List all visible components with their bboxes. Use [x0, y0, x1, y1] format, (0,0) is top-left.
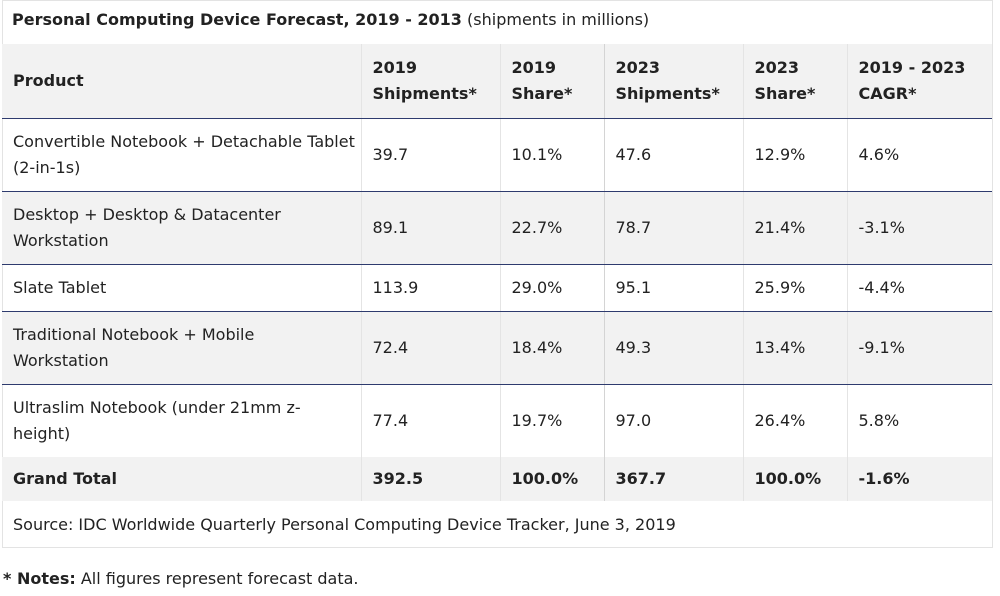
total-2019-share: 100.0%: [500, 457, 605, 501]
table-row: Desktop + Desktop & Datacenter Workstatio…: [2, 191, 992, 265]
cell-2023-shipments: 95.1: [604, 264, 744, 312]
header-2019-share: 2019 Share*: [500, 44, 605, 119]
header-cagr: 2019 - 2023 CAGR*: [847, 44, 992, 119]
cell-product: Ultraslim Notebook (under 21mm z-height): [2, 384, 362, 457]
cell-2019-shipments: 77.4: [361, 384, 501, 457]
cell-cagr: -3.1%: [847, 191, 992, 265]
cell-2019-share: 18.4%: [500, 311, 605, 385]
cell-2019-shipments: 39.7: [361, 118, 501, 192]
table-caption: Personal Computing Device Forecast, 2019…: [12, 9, 649, 31]
cell-2023-shipments: 78.7: [604, 191, 744, 265]
table-row: Slate Tablet 113.9 29.0% 95.1 25.9% -4.4…: [2, 264, 992, 312]
header-row: Product 2019 Shipments* 2019 Share* 2023 Sh…: [2, 44, 992, 119]
cell-2019-shipments: 72.4: [361, 311, 501, 385]
forecast-table: Product 2019 Shipments* 2019 Share* 2023 Sh…: [2, 44, 992, 548]
cell-2019-share: 29.0%: [500, 264, 605, 312]
total-2019-shipments: 392.5: [361, 457, 501, 501]
notes-label: * Notes:: [3, 569, 76, 588]
table-title: Personal Computing Device Forecast, 2019…: [12, 10, 462, 29]
header-2019-shipments: 2019 Shipments*: [361, 44, 501, 119]
cell-product: Convertible Notebook + Detachable Tablet…: [2, 118, 362, 192]
cell-2019-share: 10.1%: [500, 118, 605, 192]
cell-cagr: 4.6%: [847, 118, 992, 192]
cell-cagr: 5.8%: [858, 410, 900, 430]
cell-2019-shipments: 89.1: [361, 191, 501, 265]
table-row: Convertible Notebook + Detachable Tablet…: [2, 118, 992, 192]
cell-2023-share: 13.4%: [743, 311, 848, 385]
notes: * Notes: All figures represent forecast …: [3, 568, 359, 590]
cell-2019-share: 19.7%: [500, 384, 605, 457]
cell-2023-share: 25.9%: [743, 264, 848, 312]
cell-2023-shipments: 97.0: [604, 384, 744, 457]
notes-text: All figures represent forecast data.: [75, 569, 359, 588]
cell-2023-share: 12.9%: [743, 118, 848, 192]
cell-product: Slate Tablet: [2, 264, 362, 312]
cell-2023-share: 21.4%: [743, 191, 848, 265]
cell-product: Traditional Notebook + Mobile Workstation: [2, 311, 362, 385]
cell-2023-shipments: 47.6: [604, 118, 744, 192]
source-row: Source: IDC Worldwide Quarterly Personal…: [2, 501, 992, 548]
cell-product: Desktop + Desktop & Datacenter Workstatio…: [2, 191, 362, 265]
total-2023-shipments: 367.7: [604, 457, 744, 501]
cell-2023-shipments: 49.3: [604, 311, 744, 385]
table-subtitle: (shipments in millions): [467, 10, 650, 29]
header-2023-share: 2023 Share*: [743, 44, 848, 119]
header-2023-shipments: 2023 Shipments*: [604, 44, 744, 119]
cell-cagr: -4.4%: [847, 264, 992, 312]
table-row: Ultraslim Notebook (under 21mm z-height)…: [2, 384, 992, 457]
source-text: Source: IDC Worldwide Quarterly Personal…: [13, 514, 676, 534]
total-2023-share: 100.0%: [743, 457, 848, 501]
grand-total-row: Grand Total 392.5 100.0% 367.7 100.0% -1…: [2, 457, 992, 501]
header-product: Product: [2, 44, 362, 119]
cell-cagr: -9.1%: [847, 311, 992, 385]
cell-2023-share: 26.4%: [743, 384, 848, 457]
total-cagr: -1.6%: [858, 469, 910, 488]
cell-2019-share: 22.7%: [500, 191, 605, 265]
table-row: Traditional Notebook + Mobile Workstation…: [2, 311, 992, 385]
total-label: Grand Total: [2, 457, 362, 501]
cell-2019-shipments: 113.9: [361, 264, 501, 312]
